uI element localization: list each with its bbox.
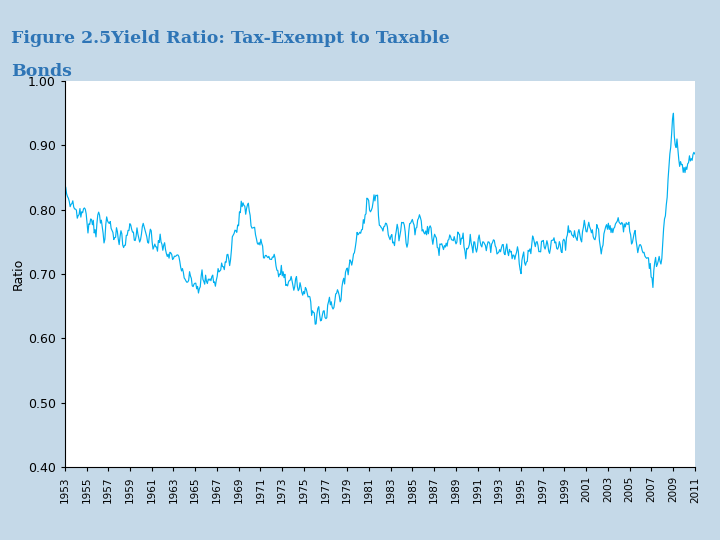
Text: Bonds: Bonds [11, 63, 72, 80]
Text: Figure 2.5Yield Ratio: Tax-Exempt to Taxable: Figure 2.5Yield Ratio: Tax-Exempt to Tax… [11, 30, 449, 46]
Y-axis label: Ratio: Ratio [12, 258, 25, 290]
